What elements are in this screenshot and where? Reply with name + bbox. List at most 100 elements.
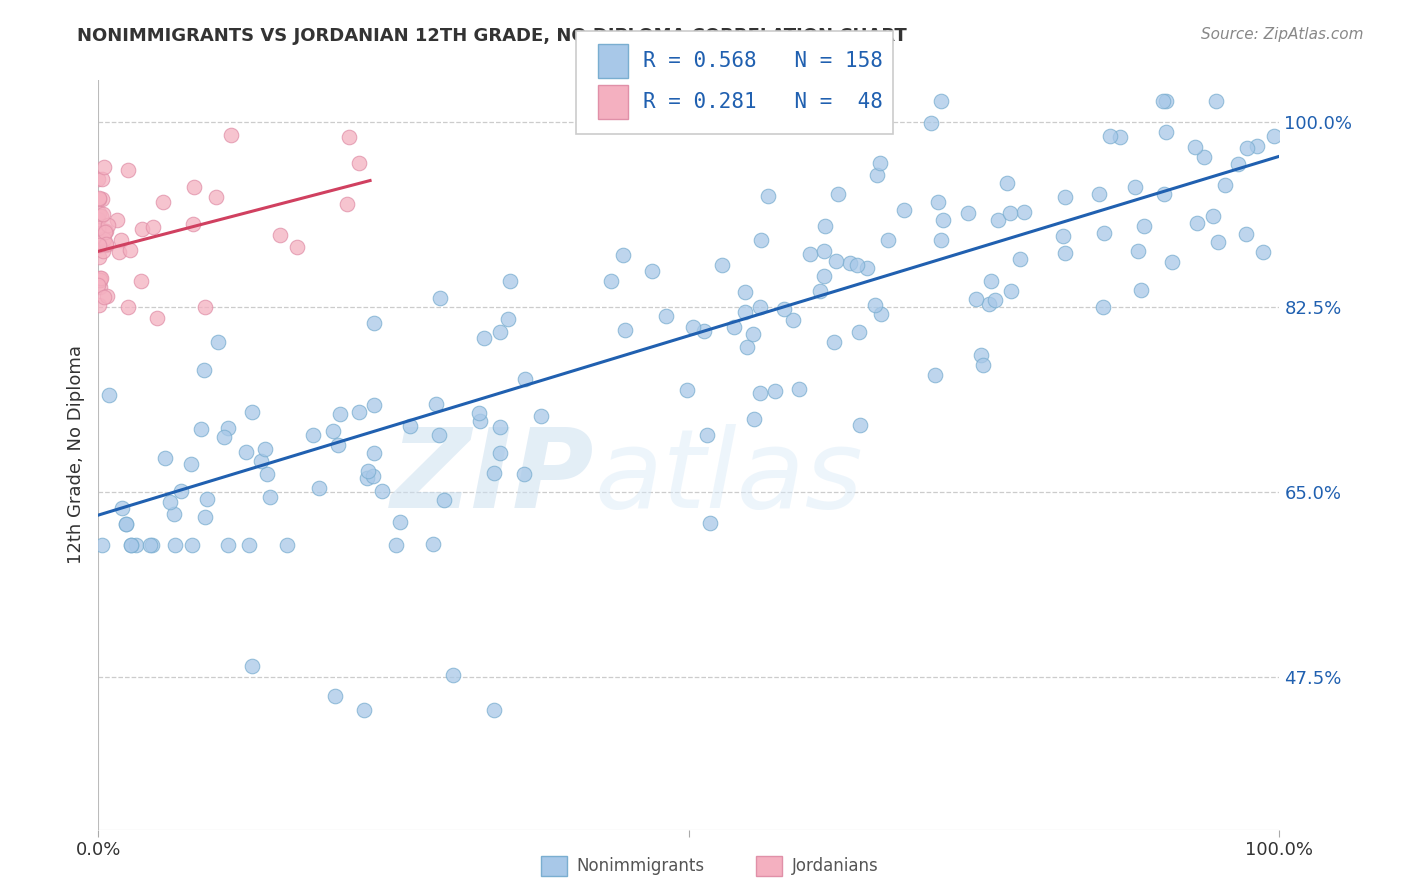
Point (932, 212, 955, 227)
Point (141, 538, 163, 552)
Point (90, 193, 112, 207)
Point (513, 467, 536, 481)
Point (998, 205, 1021, 219)
Point (110, 233, 132, 247)
Point (183, 179, 205, 194)
Point (235, 445, 257, 459)
Point (612, 248, 634, 262)
Point (1128, 244, 1150, 258)
Point (849, 418, 872, 433)
Point (482, 466, 505, 480)
Point (91, 172, 114, 186)
Point (499, 274, 522, 288)
Text: NONIMMIGRANTS VS JORDANIAN 12TH GRADE, NO DIPLOMA CORRELATION CHART: NONIMMIGRANTS VS JORDANIAN 12TH GRADE, N… (77, 27, 907, 45)
Point (997, 177, 1019, 191)
Point (1213, 178, 1236, 192)
Point (929, 95, 952, 109)
Point (269, 227, 291, 242)
Point (734, 305, 756, 319)
Point (756, 189, 779, 203)
Point (1202, 209, 1225, 223)
Point (1130, 283, 1153, 297)
Point (1153, 187, 1175, 202)
Point (980, 274, 1002, 288)
Text: Source: ZipAtlas.com: Source: ZipAtlas.com (1201, 27, 1364, 42)
Point (482, 703, 505, 717)
Point (931, 233, 953, 247)
Point (91, 207, 114, 221)
Point (813, 219, 835, 233)
Text: Nonimmigrants: Nonimmigrants (576, 857, 704, 875)
Point (357, 464, 380, 478)
Point (353, 703, 375, 717)
Point (259, 490, 281, 504)
Point (361, 469, 384, 483)
Point (142, 220, 165, 235)
Point (388, 515, 411, 529)
Point (152, 194, 174, 209)
Point (866, 168, 889, 182)
Point (600, 274, 623, 288)
Point (711, 258, 734, 272)
Point (813, 244, 835, 259)
Point (120, 538, 142, 552)
Point (848, 325, 870, 339)
Point (89, 271, 111, 285)
Point (496, 311, 519, 326)
Point (1234, 227, 1257, 242)
Point (204, 190, 226, 204)
Point (93, 224, 115, 238)
Point (987, 213, 1010, 227)
Point (250, 453, 273, 467)
Point (696, 427, 718, 442)
Text: ZIP: ZIP (391, 424, 595, 531)
Point (329, 407, 352, 421)
Point (385, 538, 408, 552)
Point (799, 246, 821, 260)
Point (94, 224, 117, 238)
Point (839, 256, 862, 270)
Point (163, 538, 186, 552)
Point (163, 507, 186, 521)
Point (489, 420, 512, 434)
Point (180, 457, 202, 471)
Point (489, 446, 512, 460)
Point (1092, 301, 1115, 315)
Point (1052, 229, 1074, 244)
Point (169, 484, 191, 499)
Point (90, 270, 112, 285)
Point (336, 197, 359, 211)
Point (748, 385, 770, 400)
Text: Jordanians: Jordanians (792, 857, 879, 875)
Point (441, 668, 464, 682)
Point (97, 219, 120, 233)
Text: R = 0.568   N = 158: R = 0.568 N = 158 (643, 51, 883, 70)
Point (337, 129, 360, 144)
Point (370, 483, 392, 498)
Point (93, 232, 115, 246)
Point (181, 217, 204, 231)
Point (1206, 235, 1229, 249)
Point (347, 404, 370, 418)
Point (422, 537, 444, 551)
Point (87, 206, 110, 220)
Point (356, 471, 378, 485)
Point (427, 427, 450, 442)
Point (308, 481, 330, 495)
Point (741, 326, 763, 341)
Point (530, 409, 553, 423)
Point (1000, 284, 1022, 298)
Point (1108, 130, 1130, 145)
Point (1192, 150, 1215, 164)
Point (190, 422, 212, 436)
Point (773, 301, 796, 316)
Point (120, 538, 142, 552)
Point (699, 516, 721, 530)
Point (212, 430, 235, 444)
Point (748, 300, 770, 314)
Point (1054, 190, 1077, 204)
Point (240, 405, 263, 419)
Point (877, 233, 900, 247)
Point (398, 418, 420, 433)
Point (655, 310, 678, 324)
